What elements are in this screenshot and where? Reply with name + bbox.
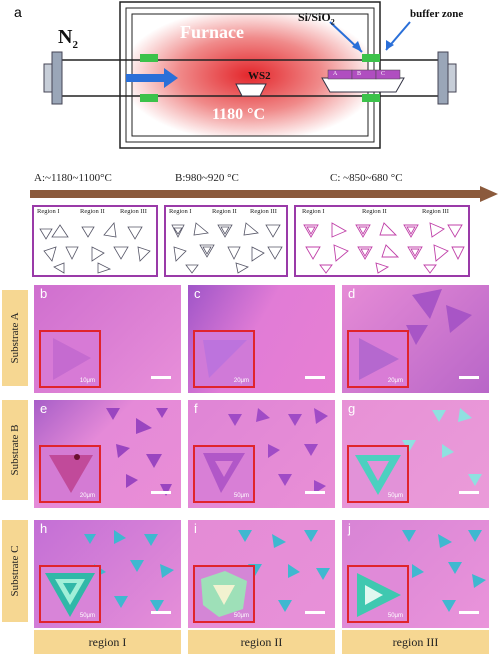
inset-j: 50μm: [347, 565, 409, 623]
inset-d: 20μm: [347, 330, 409, 388]
inset-c: 20μm: [193, 330, 255, 388]
precursor-label: WS2: [248, 70, 271, 82]
micrograph-g: g 50μm: [342, 400, 489, 508]
slot-b: B: [357, 71, 362, 77]
micrograph-e: e 20μm: [34, 400, 181, 508]
inset-i: 50μm: [193, 565, 255, 623]
temp-range-c: C: ~850~680 °C: [330, 172, 403, 184]
region-sketch-c: Region I Region II Region III: [294, 205, 470, 277]
precursor-boat: [235, 83, 267, 97]
micrograph-c: c 20μm: [188, 285, 335, 393]
micrograph-h: h 50μm: [34, 520, 181, 628]
furnace-schematic: [43, 1, 457, 149]
temp-range-b: B:980~920 °C: [175, 172, 239, 184]
micrograph-j: j 50μm: [342, 520, 489, 628]
buffer-zone-label: buffer zone: [410, 8, 464, 20]
micrograph-i: i 50μm: [188, 520, 335, 628]
left-flange: [51, 51, 63, 105]
inset-e: 20μm: [39, 445, 101, 503]
temperature-gradient-arrow: [30, 186, 498, 202]
micrograph-f: f 50μm: [188, 400, 335, 508]
panel-a-letter: a: [14, 4, 22, 20]
inset-h: 50μm: [39, 565, 101, 623]
furnace-label: Furnace: [180, 22, 244, 42]
inset-f: 50μm: [193, 445, 255, 503]
substrate-label: Si/SiO2: [298, 10, 335, 27]
column-label-region-2: region II: [188, 630, 335, 654]
inset-b: 10μm: [39, 330, 101, 388]
temperature-label: 1180 °C: [212, 106, 266, 123]
right-flange: [437, 51, 449, 105]
region-sketch-a: Region I Region II Region III: [32, 205, 158, 277]
column-label-region-3: region III: [342, 630, 489, 654]
row-label-substrate-b: Substrate B: [2, 400, 28, 500]
micrograph-d: d 20μm: [342, 285, 489, 393]
substrate-boat: [321, 77, 405, 93]
slot-a: A: [333, 71, 338, 77]
column-label-region-1: region I: [34, 630, 181, 654]
gas-flow-arrow: [126, 68, 178, 88]
row-label-substrate-a: Substrate A: [2, 290, 28, 386]
row-label-substrate-c: Substrate C: [2, 520, 28, 622]
gas-label: N2: [58, 26, 78, 51]
inset-g: 50μm: [347, 445, 409, 503]
region-sketch-b: Region I Region II Region III: [164, 205, 288, 277]
micrograph-b: b 10μm: [34, 285, 181, 393]
temp-range-a: A:~1180~1100°C: [34, 172, 112, 184]
slot-c: C: [381, 71, 386, 77]
